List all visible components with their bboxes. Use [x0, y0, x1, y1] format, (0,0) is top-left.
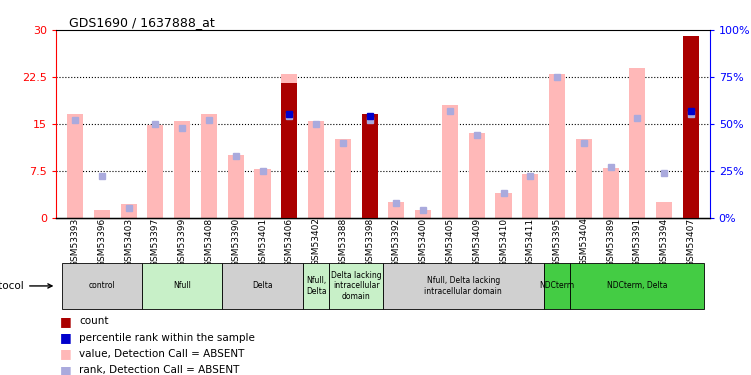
Text: GSM53395: GSM53395 [553, 217, 562, 267]
Text: Nfull, Delta lacking
intracellular domain: Nfull, Delta lacking intracellular domai… [424, 276, 502, 296]
Text: GSM53408: GSM53408 [204, 217, 213, 267]
Bar [147, 125, 164, 217]
Bar [522, 174, 538, 217]
Text: GSM53402: GSM53402 [312, 217, 321, 267]
Bar [303, 262, 330, 309]
Text: ■: ■ [60, 315, 72, 328]
Bar [656, 202, 672, 217]
Text: percentile rank within the sample: percentile rank within the sample [79, 333, 255, 343]
Bar [629, 68, 645, 218]
Text: control: control [89, 281, 115, 290]
Bar [201, 114, 217, 218]
Text: Delta lacking
intracellular
domain: Delta lacking intracellular domain [331, 271, 382, 301]
Text: ■: ■ [60, 364, 72, 375]
Bar [415, 210, 431, 218]
Bar [282, 83, 297, 218]
Text: GSM53392: GSM53392 [392, 217, 401, 267]
Text: GSM53404: GSM53404 [579, 217, 588, 267]
Bar [496, 192, 511, 217]
Text: rank, Detection Call = ABSENT: rank, Detection Call = ABSENT [79, 365, 240, 375]
Text: Nfull: Nfull [173, 281, 191, 290]
Text: GSM53394: GSM53394 [659, 217, 668, 267]
Bar [383, 262, 544, 309]
Bar [388, 202, 405, 217]
Text: GSM53388: GSM53388 [339, 217, 348, 267]
Bar [222, 262, 303, 309]
Text: NDCterm, Delta: NDCterm, Delta [607, 281, 668, 290]
Bar [282, 74, 297, 217]
Text: protocol: protocol [0, 281, 52, 291]
Text: GSM53407: GSM53407 [686, 217, 695, 267]
Bar [683, 36, 699, 218]
Bar [142, 262, 222, 309]
Bar [330, 262, 383, 309]
Text: GSM53410: GSM53410 [499, 217, 508, 267]
Bar [544, 262, 571, 309]
Text: GSM53409: GSM53409 [472, 217, 481, 267]
Text: GSM53401: GSM53401 [258, 217, 267, 267]
Bar [469, 133, 484, 218]
Bar [683, 36, 699, 218]
Text: ■: ■ [60, 331, 72, 344]
Bar [361, 114, 378, 218]
Text: GSM53405: GSM53405 [445, 217, 454, 267]
Text: NDCterm: NDCterm [539, 281, 575, 290]
Text: GSM53391: GSM53391 [633, 217, 642, 267]
Text: GSM53396: GSM53396 [98, 217, 107, 267]
Text: GSM53403: GSM53403 [124, 217, 133, 267]
Bar [255, 169, 270, 217]
Bar [602, 168, 619, 217]
Bar [228, 155, 244, 218]
Bar [94, 210, 110, 218]
Bar [571, 262, 704, 309]
Bar [62, 262, 142, 309]
Text: Nfull,
Delta: Nfull, Delta [306, 276, 327, 296]
Bar [308, 121, 324, 218]
Bar [174, 121, 190, 218]
Text: GSM53400: GSM53400 [418, 217, 427, 267]
Bar [121, 204, 137, 218]
Bar [442, 105, 458, 218]
Text: GDS1690 / 1637888_at: GDS1690 / 1637888_at [69, 16, 215, 29]
Text: GSM53397: GSM53397 [151, 217, 160, 267]
Text: count: count [79, 316, 109, 326]
Text: GSM53390: GSM53390 [231, 217, 240, 267]
Text: GSM53389: GSM53389 [606, 217, 615, 267]
Bar [576, 140, 592, 218]
Text: ■: ■ [60, 348, 72, 360]
Text: Delta: Delta [252, 281, 273, 290]
Text: GSM53411: GSM53411 [526, 217, 535, 267]
Text: GSM53398: GSM53398 [365, 217, 374, 267]
Bar [549, 74, 565, 217]
Text: GSM53393: GSM53393 [71, 217, 80, 267]
Text: GSM53406: GSM53406 [285, 217, 294, 267]
Text: value, Detection Call = ABSENT: value, Detection Call = ABSENT [79, 349, 245, 359]
Bar [361, 117, 378, 218]
Bar [335, 140, 351, 218]
Text: GSM53399: GSM53399 [178, 217, 187, 267]
Bar [67, 114, 83, 218]
